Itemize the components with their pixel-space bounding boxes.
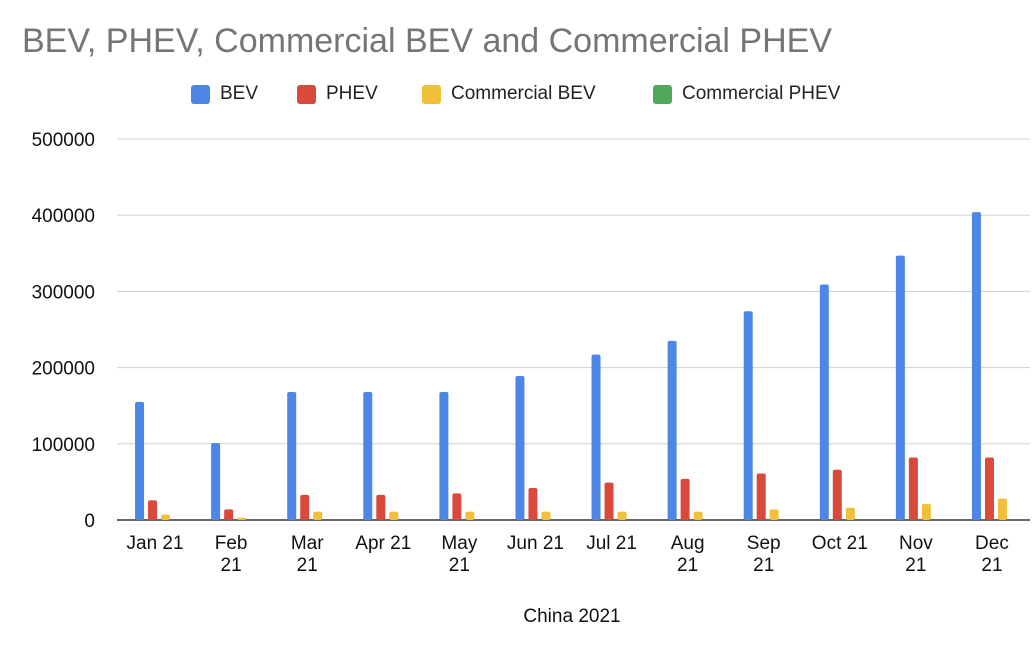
x-tick-label: Feb 21 <box>215 533 248 576</box>
y-tick-label: 100000 <box>32 435 95 456</box>
bar-bev[interactable] <box>819 284 829 520</box>
legend-label-bev: BEV <box>220 83 259 104</box>
bar-bev[interactable] <box>971 212 981 521</box>
bar-commercial-bev[interactable] <box>465 511 475 520</box>
legend-swatch-commercial-phev <box>653 84 672 104</box>
bar-phev[interactable] <box>452 493 462 520</box>
x-tick-label: Sep 21 <box>747 533 781 576</box>
x-axis-title: China 2021 <box>523 606 620 627</box>
x-tick-label: Jul 21 <box>586 533 637 554</box>
legend-label-phev: PHEV <box>326 83 378 104</box>
legend-item-bev[interactable]: BEV <box>191 83 258 105</box>
bar-bev[interactable] <box>591 354 601 520</box>
legend-item-phev[interactable]: PHEV <box>297 83 378 105</box>
bar-phev[interactable] <box>680 478 690 520</box>
bar-commercial-bev[interactable] <box>617 511 627 520</box>
bar-commercial-bev[interactable] <box>541 511 551 520</box>
legend-label-commercial-bev: Commercial BEV <box>451 83 596 104</box>
y-tick-label: 200000 <box>32 359 95 380</box>
bar-phev[interactable] <box>756 473 766 520</box>
x-tick-label: Oct 21 <box>812 533 868 554</box>
bar-bev[interactable] <box>211 443 221 520</box>
bar-phev[interactable] <box>908 457 918 520</box>
bar-commercial-bev[interactable] <box>921 503 931 520</box>
legend-label-commercial-phev: Commercial PHEV <box>682 83 841 104</box>
x-tick-label: Mar 21 <box>291 533 324 576</box>
legend-item-commercial-phev[interactable]: Commercial PHEV <box>653 83 840 105</box>
x-tick-label: Dec 21 <box>975 533 1009 576</box>
legend-swatch-commercial-bev <box>422 84 441 104</box>
x-tick-label: Jan 21 <box>127 533 184 554</box>
bar-phev[interactable] <box>224 509 234 520</box>
bar-bev[interactable] <box>439 391 449 520</box>
bar-commercial-bev[interactable] <box>845 507 855 520</box>
bar-bev[interactable] <box>895 255 905 520</box>
legend: BEV PHEV Commercial BEV Commercial PHEV <box>0 83 1036 109</box>
legend-swatch-phev <box>297 84 316 104</box>
bar-phev[interactable] <box>376 494 386 520</box>
x-tick-label: Nov 21 <box>899 533 933 576</box>
x-tick-label: Apr 21 <box>355 533 411 554</box>
x-tick-label: May 21 <box>441 533 477 576</box>
y-tick-label: 0 <box>84 511 95 532</box>
bar-phev[interactable] <box>604 482 614 520</box>
bar-bev[interactable] <box>287 391 297 520</box>
y-tick-label: 400000 <box>32 206 95 227</box>
bar-phev[interactable] <box>148 500 158 520</box>
bar-bev[interactable] <box>135 401 145 520</box>
bar-phev[interactable] <box>528 487 538 520</box>
bar-commercial-bev[interactable] <box>313 511 323 520</box>
bar-commercial-bev[interactable] <box>161 514 171 520</box>
x-tick-label: Jun 21 <box>507 533 564 554</box>
bar-phev[interactable] <box>300 494 310 520</box>
legend-swatch-bev <box>191 84 210 104</box>
bar-phev[interactable] <box>832 469 842 520</box>
bar-commercial-bev[interactable] <box>389 511 399 520</box>
y-tick-label: 500000 <box>32 130 95 151</box>
y-tick-label: 300000 <box>32 282 95 303</box>
bar-bev[interactable] <box>515 375 525 520</box>
bar-bev[interactable] <box>667 340 677 520</box>
bar-phev[interactable] <box>984 457 994 520</box>
chart-title: BEV, PHEV, Commercial BEV and Commercial… <box>22 22 833 60</box>
bar-commercial-bev[interactable] <box>693 511 703 520</box>
bar-bev[interactable] <box>743 311 753 520</box>
bar-commercial-bev[interactable] <box>237 517 247 520</box>
bar-commercial-bev[interactable] <box>997 498 1007 520</box>
bar-commercial-bev[interactable] <box>769 509 779 520</box>
bar-bev[interactable] <box>363 391 373 520</box>
legend-item-commercial-bev[interactable]: Commercial BEV <box>422 83 596 105</box>
x-tick-label: Aug 21 <box>671 533 705 576</box>
